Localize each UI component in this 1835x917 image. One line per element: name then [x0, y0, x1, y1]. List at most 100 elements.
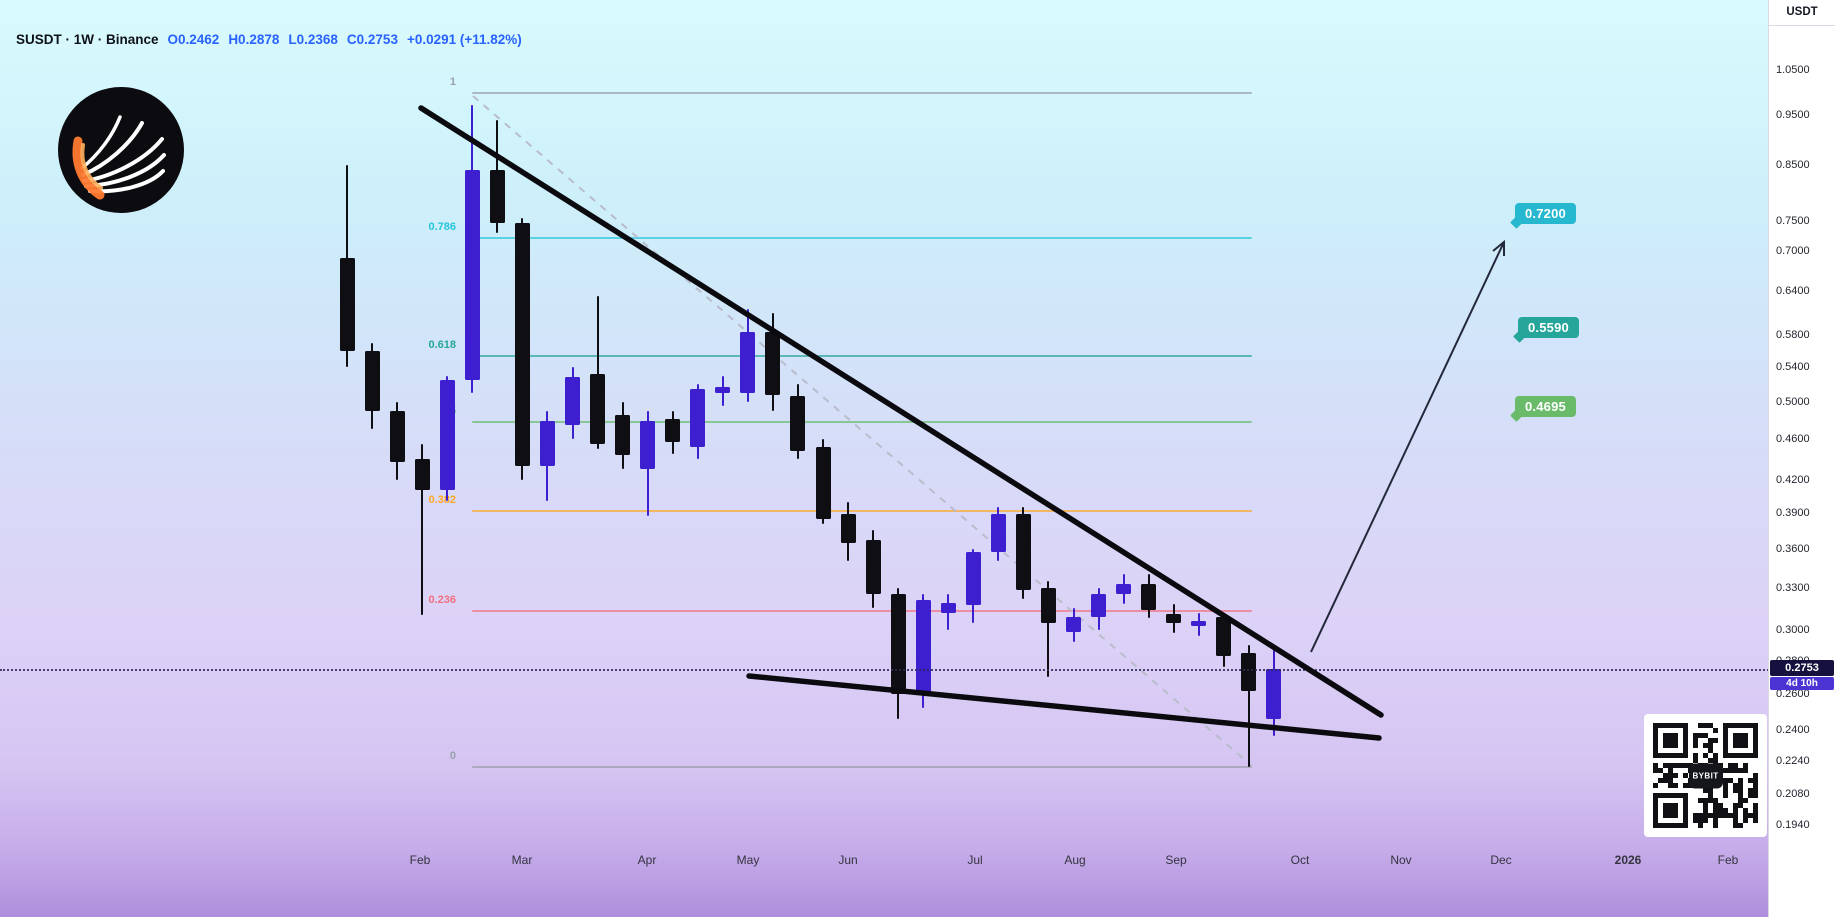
fib-baseline-dashed[interactable] — [472, 95, 1253, 767]
candle-body — [740, 332, 756, 393]
time-tick: May — [736, 853, 760, 867]
fib-label-0.382: 0.382 — [428, 494, 456, 506]
fib-line-0.236[interactable] — [472, 610, 1252, 612]
candle-wick — [1047, 580, 1050, 678]
ohlc-high: H0.2878 — [228, 32, 280, 47]
price-tick: 0.2080 — [1776, 787, 1810, 800]
fib-label-0: 0 — [449, 750, 456, 762]
fib-label-0.786: 0.786 — [428, 221, 456, 233]
price-tick: 0.9500 — [1776, 108, 1810, 121]
ohlc-close: C0.2753 — [346, 32, 398, 47]
candle-body — [364, 351, 380, 411]
fib-line-0.382[interactable] — [472, 510, 1252, 512]
symbol-legend: SUSDT · 1W · Binance O0.2462 H0.2878 L0.… — [16, 32, 522, 47]
price-tick: 1.0500 — [1776, 64, 1810, 76]
time-tick: Mar — [511, 853, 533, 867]
candle-body — [1040, 587, 1056, 623]
time-tick: 2026 — [1614, 853, 1642, 867]
time-tick: Apr — [637, 853, 657, 867]
candle-body — [1266, 668, 1282, 719]
price-tick: 0.4600 — [1776, 433, 1810, 445]
brand-logo-icon — [58, 87, 184, 213]
trendline-upper[interactable] — [418, 105, 1384, 718]
price-axis[interactable]: USDT 1.0500 0.9500 0.8500 0.7500 0.7000 0.640… — [1768, 0, 1835, 917]
fib-line-1[interactable] — [472, 92, 1252, 94]
price-tick: 0.4200 — [1776, 473, 1810, 486]
price-tick: 0.3900 — [1776, 506, 1810, 519]
candle-body — [840, 514, 856, 543]
candle-body — [590, 374, 605, 444]
ohlc-low: L0.2368 — [288, 32, 338, 47]
candle-body — [339, 257, 355, 351]
time-tick: Jul — [967, 853, 983, 867]
fib-label-0.236: 0.236 — [428, 594, 456, 606]
time-tick: Nov — [1390, 853, 1412, 867]
time-tick: Feb — [1717, 853, 1739, 867]
candle-body — [690, 389, 706, 447]
candle-body — [1166, 614, 1182, 623]
candle-body — [815, 446, 831, 519]
time-tick: Oct — [1290, 853, 1310, 867]
candle-body — [439, 379, 455, 491]
fib-label-1: 1 — [449, 76, 456, 88]
bar-countdown-badge: 4d 10h — [1770, 676, 1834, 690]
candle-body — [665, 419, 681, 442]
candle-body — [464, 169, 480, 380]
qr-center-logo: BYBIT — [1688, 763, 1723, 788]
candle-body — [990, 514, 1006, 553]
candle-body — [1241, 653, 1257, 691]
target-badge[interactable]: 0.5590 — [1518, 317, 1579, 338]
price-tick: 0.5400 — [1776, 361, 1810, 374]
candle-body — [389, 410, 405, 462]
fib-line-0[interactable] — [472, 766, 1252, 768]
current-price-badge: 0.2753 — [1770, 659, 1834, 676]
brand-logo — [56, 85, 186, 215]
candle-wick — [596, 296, 599, 449]
time-axis[interactable]: Feb Mar Apr May Jun Jul Aug Sep Oct Nov Dec 2026 Feb — [0, 845, 1769, 879]
price-tick: 0.6400 — [1776, 285, 1810, 298]
candle-body — [1141, 583, 1157, 610]
candle-body — [940, 602, 956, 613]
time-tick: Sep — [1165, 853, 1187, 867]
price-tick: 0.3300 — [1776, 581, 1810, 594]
candle-body — [1191, 621, 1207, 626]
price-tick: 0.7500 — [1776, 214, 1810, 227]
candle-body — [1216, 617, 1232, 657]
candle-body — [865, 540, 881, 595]
fib-line-0.5[interactable] — [472, 421, 1252, 423]
target-badge[interactable]: 0.7200 — [1515, 203, 1576, 224]
price-tick: 0.2240 — [1776, 754, 1810, 767]
time-tick: Dec — [1490, 853, 1512, 867]
price-tick: 0.7000 — [1776, 245, 1810, 258]
price-tick: 0.2400 — [1776, 724, 1810, 736]
candle-body — [1015, 514, 1031, 591]
price-tick: 0.3000 — [1776, 624, 1810, 637]
trendline-lower[interactable] — [746, 673, 1382, 741]
price-tick: 0.3600 — [1776, 542, 1810, 555]
time-tick: Feb — [409, 853, 431, 867]
breakout-arrow-head — [1492, 239, 1505, 256]
candle-body — [1116, 583, 1132, 595]
target-badge[interactable]: 0.4695 — [1515, 396, 1576, 417]
price-tick: 0.1940 — [1776, 819, 1810, 832]
breakout-arrow[interactable] — [1310, 241, 1505, 653]
fib-line-0.618[interactable] — [472, 355, 1252, 357]
candle-body — [539, 420, 555, 466]
candle-body — [414, 458, 430, 491]
candle-body — [615, 414, 630, 455]
qr-code: BYBIT — [1644, 714, 1767, 837]
candle-body — [1091, 594, 1106, 617]
drawings-overlay — [418, 105, 1505, 741]
candle-body — [765, 332, 781, 396]
ohlc-open: O0.2462 — [167, 32, 220, 47]
candle-body — [514, 223, 530, 466]
time-tick: Jun — [838, 853, 858, 867]
fib-line-0.786[interactable] — [472, 237, 1252, 239]
under-drawings-layer — [472, 95, 1253, 767]
candle-wick — [421, 443, 424, 616]
candle-body — [965, 552, 981, 606]
candle-body — [790, 395, 806, 451]
symbol-title[interactable]: SUSDT · 1W · Binance — [16, 32, 159, 47]
